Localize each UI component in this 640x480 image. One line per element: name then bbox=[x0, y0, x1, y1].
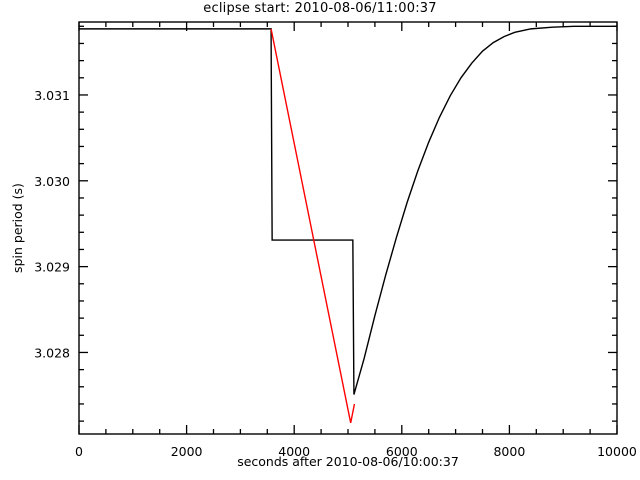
x-tick-label: 0 bbox=[75, 444, 83, 459]
y-axis-ticks bbox=[79, 25, 617, 422]
x-tick-label: 2000 bbox=[171, 444, 203, 459]
y-tick-label: 3.030 bbox=[34, 174, 70, 189]
x-tick-label: 6000 bbox=[386, 444, 418, 459]
x-tick-label: 4000 bbox=[278, 444, 310, 459]
y-tick-label: 3.029 bbox=[34, 260, 70, 275]
y-tick-label: 3.031 bbox=[34, 88, 70, 103]
plot-frame bbox=[78, 21, 618, 435]
x-axis-title: seconds after 2010-08-06/10:00:37 bbox=[237, 454, 459, 469]
x-tick-label: 8000 bbox=[493, 444, 525, 459]
data-series-line bbox=[270, 28, 356, 423]
y-axis-title: spin period (s) bbox=[10, 183, 25, 273]
data-series-line bbox=[79, 25, 617, 395]
page-title: eclipse start: 2010-08-06/11:00:37 bbox=[203, 1, 437, 16]
y-axis-tick-labels: 3.028 3.029 3.030 3.031 bbox=[34, 88, 70, 361]
data-series-group bbox=[79, 25, 617, 423]
y-tick-label: 3.028 bbox=[34, 345, 70, 360]
x-axis-tick-labels: 0 2000 4000 6000 8000 10000 bbox=[75, 444, 637, 459]
x-axis-ticks bbox=[78, 22, 618, 434]
x-tick-label: 10000 bbox=[597, 444, 637, 459]
